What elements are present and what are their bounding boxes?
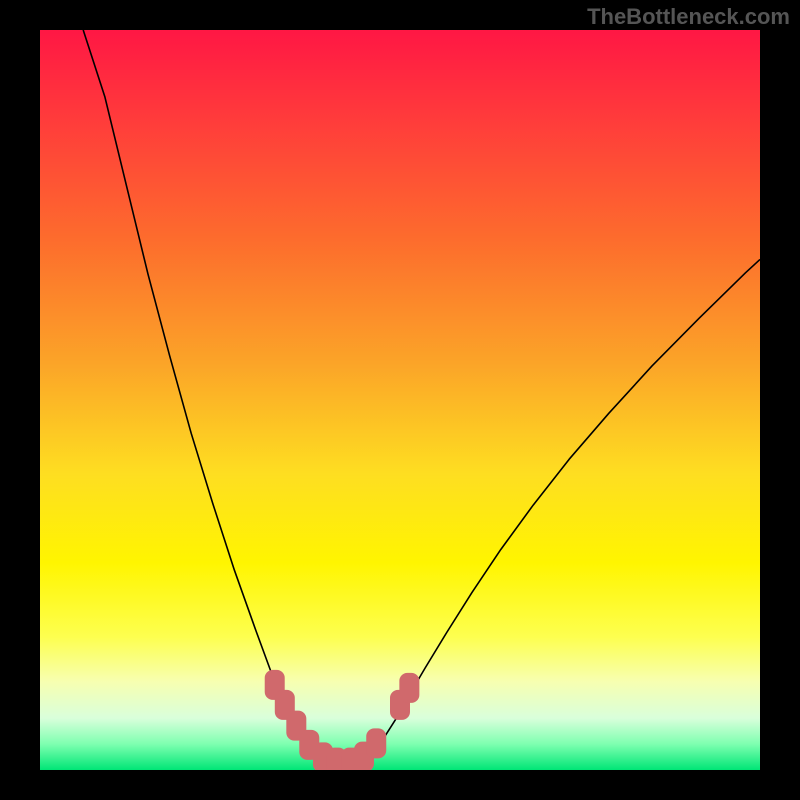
- chart-svg: [40, 30, 760, 770]
- plot-area: [40, 30, 760, 770]
- watermark-text: TheBottleneck.com: [587, 4, 790, 30]
- gradient-background: [40, 30, 760, 770]
- chart-container: TheBottleneck.com: [0, 0, 800, 800]
- curve-marker: [399, 673, 419, 703]
- curve-marker: [366, 728, 386, 758]
